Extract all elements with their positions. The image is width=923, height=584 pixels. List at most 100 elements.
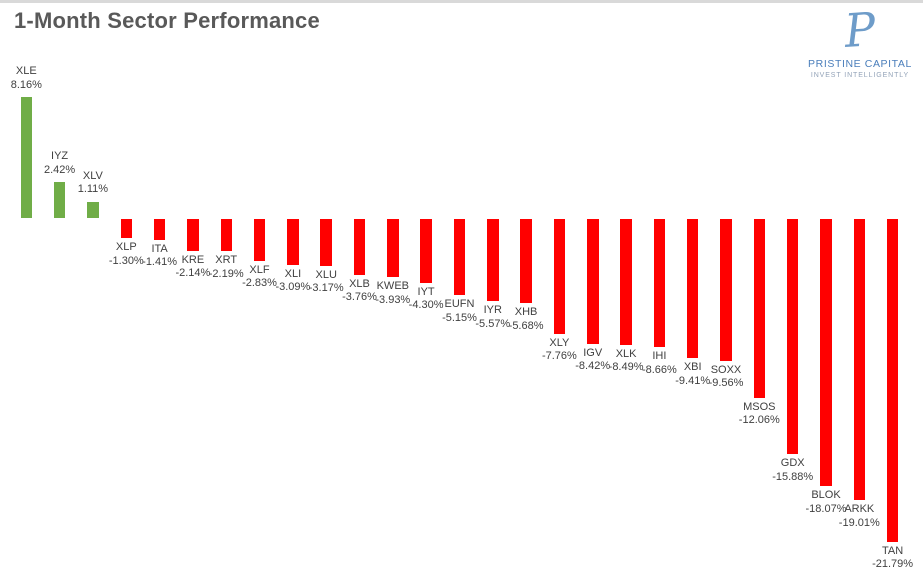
value-label: -5.68% <box>508 319 544 332</box>
ticker-label: XHB <box>514 306 538 319</box>
bar-IYT <box>420 219 432 283</box>
bar-label-MSOS: MSOS -12.06% <box>727 401 791 428</box>
bar-label-IYR: IYR -5.57% <box>461 304 525 331</box>
value-label: -15.88% <box>772 470 814 483</box>
ticker-label: KRE <box>181 253 205 266</box>
ticker-label: XLF <box>249 263 270 276</box>
bar-label-XBI: XBI -9.41% <box>661 361 725 388</box>
bar-MSOS <box>753 219 766 398</box>
bar-TAN <box>886 219 899 542</box>
ticker-label: XLP <box>115 241 137 254</box>
value-label: -3.93% <box>375 293 411 306</box>
value-label: -1.30% <box>108 254 144 267</box>
bar-XLV <box>87 201 99 218</box>
bar-label-KWEB: KWEB -3.93% <box>361 280 425 307</box>
bar-label-XLY: XLY -7.76% <box>527 337 591 364</box>
bar-IHI <box>653 219 666 348</box>
page-title: 1-Month Sector Performance <box>14 8 320 33</box>
bar-XLF <box>253 219 266 261</box>
bar-EUFN <box>453 219 466 296</box>
bar-label-IYZ: IYZ 2.42% <box>28 150 92 177</box>
bar-IYR <box>487 219 499 302</box>
ticker-label: XLU <box>315 268 337 281</box>
ticker-label: IYZ <box>51 150 69 163</box>
value-label: -12.06% <box>738 414 780 426</box>
ticker-label: MSOS <box>743 400 776 413</box>
value-label: -2.19% <box>208 267 244 280</box>
bar-BLOK <box>820 219 832 487</box>
value-label: -18.07% <box>805 502 847 515</box>
value-label: 2.42% <box>43 163 76 176</box>
value-label: 8.16% <box>10 78 42 91</box>
bar-label-KRE: KRE -2.14% <box>161 254 225 281</box>
value-label: -5.15% <box>442 311 477 324</box>
bar-XLB <box>353 219 366 275</box>
value-label: -2.14% <box>175 267 211 280</box>
value-label: -19.01% <box>838 516 880 529</box>
bar-XLI <box>287 219 299 265</box>
ticker-label: IGV <box>583 346 603 359</box>
value-label: -8.66% <box>641 363 677 376</box>
bar-label-ARKK: ARKK -19.01% <box>827 503 891 530</box>
pristine-capital-logo: P PRISTINE CAPITAL INVEST INTELLIGENTLY <box>805 2 915 79</box>
ticker-label: XRT <box>215 254 238 267</box>
bar-label-SOXX: SOXX -9.56% <box>694 364 758 391</box>
ticker-label: ARKK <box>844 503 875 516</box>
bar-label-IGV: IGV -8.42% <box>561 347 625 374</box>
bar-XLP <box>120 219 132 239</box>
value-label: 1.11% <box>77 183 109 196</box>
value-label: -8.49% <box>608 361 644 374</box>
bar-ARKK <box>853 219 865 501</box>
ticker-label: XLB <box>349 277 370 290</box>
value-label: -4.30% <box>408 299 444 312</box>
value-label: -2.83% <box>242 277 277 290</box>
bar-label-XHB: XHB -5.68% <box>494 306 558 333</box>
bar-label-IYT: IYT -4.30% <box>394 286 458 313</box>
ticker-label: XLK <box>615 347 637 360</box>
value-label: -9.41% <box>675 374 711 387</box>
ticker-label: KWEB <box>376 280 409 293</box>
value-label: -7.76% <box>541 350 577 363</box>
value-label: -3.76% <box>342 291 377 304</box>
bar-label-XLE: XLE 8.16% <box>0 65 58 92</box>
ticker-label: GDX <box>780 457 805 469</box>
bar-XLU <box>320 219 332 266</box>
ticker-label: XLE <box>15 65 37 78</box>
bar-label-XLB: XLB -3.76% <box>328 278 392 305</box>
bar-KWEB <box>387 219 399 278</box>
logo-company-name: PRISTINE CAPITAL <box>808 58 912 70</box>
value-label: -8.42% <box>575 360 611 373</box>
bar-XBI <box>686 219 699 359</box>
value-label: -3.09% <box>275 281 311 294</box>
bar-label-XLP: XLP -1.30% <box>94 241 158 268</box>
bar-label-XRT: XRT -2.19% <box>194 254 258 281</box>
ticker-label: XLI <box>284 267 302 280</box>
ticker-label: BLOK <box>811 489 841 502</box>
ticker-label: XLY <box>549 336 570 349</box>
bar-label-TAN: TAN -21.79% <box>861 545 923 572</box>
bar-label-ITA: ITA -1.41% <box>128 243 192 270</box>
ticker-label: EUFN <box>444 298 475 311</box>
ticker-label: IYT <box>417 285 435 298</box>
bar-XHB <box>520 219 532 304</box>
bar-label-GDX: GDX -15.88% <box>761 457 825 484</box>
value-label: -21.79% <box>872 558 914 570</box>
value-label: -9.56% <box>708 377 744 389</box>
bar-XLY <box>553 219 566 334</box>
top-divider-strip <box>0 0 923 3</box>
bar-label-XLI: XLI -3.09% <box>261 268 325 295</box>
ticker-label: IYR <box>483 304 502 317</box>
value-label: -3.17% <box>308 282 344 295</box>
bar-ITA <box>153 219 166 240</box>
ticker-label: TAN <box>882 544 904 557</box>
bar-label-XLF: XLF -2.83% <box>228 264 292 291</box>
value-label: -1.41% <box>142 256 178 269</box>
bar-XLE <box>20 97 33 218</box>
ticker-label: SOXX <box>710 363 742 376</box>
bar-label-XLV: XLV 1.11% <box>61 170 125 197</box>
bar-IGV <box>587 219 599 344</box>
bar-IYZ <box>53 182 66 218</box>
logo-tagline: INVEST INTELLIGENTLY <box>810 72 910 79</box>
bar-label-XLU: XLU -3.17% <box>294 269 358 296</box>
